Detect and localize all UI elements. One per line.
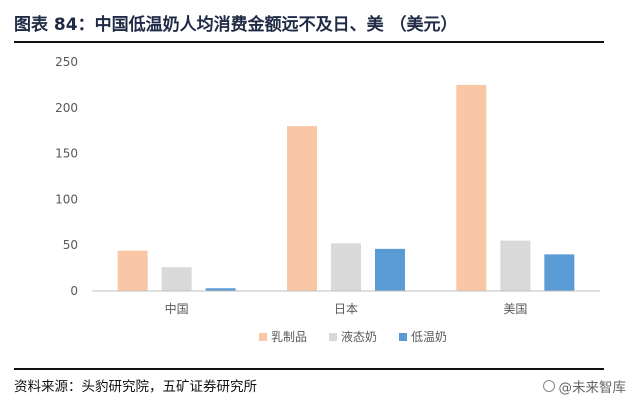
bar-2-2: [544, 254, 575, 291]
legend-label: 乳制品: [271, 330, 307, 344]
bar-chart: 0 50 100 150 200 250 中国 日本 美国 乳制品 液态奶 低温奶: [55, 55, 600, 344]
watermark-logo-icon: [542, 380, 555, 392]
y-tick-label: 0: [70, 284, 78, 298]
y-tick-label: 200: [55, 101, 78, 115]
bottom-divider: [14, 368, 604, 370]
bar-2-1: [500, 240, 531, 291]
bar-1-1: [331, 243, 361, 291]
x-axis: 中国 日本 美国: [165, 301, 528, 316]
x-category-label: 中国: [165, 301, 189, 316]
bar-1-0: [287, 126, 317, 292]
watermark: @未来智库: [542, 376, 627, 396]
y-tick-label: 250: [55, 55, 78, 69]
bar-2-0: [456, 84, 487, 292]
bar-0-0: [117, 250, 148, 291]
y-tick-label: 150: [55, 147, 78, 161]
bar-0-2: [205, 288, 236, 291]
legend-swatch: [259, 333, 267, 341]
legend-swatch: [399, 333, 407, 341]
legend: 乳制品 液态奶 低温奶: [259, 329, 447, 344]
watermark-text: @未来智库: [558, 380, 627, 396]
bar-0-1: [161, 267, 192, 291]
y-tick-label: 100: [55, 192, 78, 206]
top-divider: [14, 41, 604, 43]
source-note: 资料来源：头豹研究院，五矿证券研究所: [14, 379, 257, 395]
bar-1-2: [375, 248, 405, 291]
chart-title: 图表 84：中国低温奶人均消费金额远不及日、美 （美元）: [14, 15, 458, 35]
legend-label: 低温奶: [411, 330, 447, 344]
legend-swatch: [329, 333, 337, 341]
y-tick-label: 50: [63, 238, 78, 252]
bars: [117, 84, 575, 292]
x-category-label: 美国: [503, 302, 527, 316]
y-axis: 0 50 100 150 200 250: [55, 55, 78, 298]
legend-label: 液态奶: [341, 329, 377, 344]
x-category-label: 日本: [334, 302, 358, 316]
